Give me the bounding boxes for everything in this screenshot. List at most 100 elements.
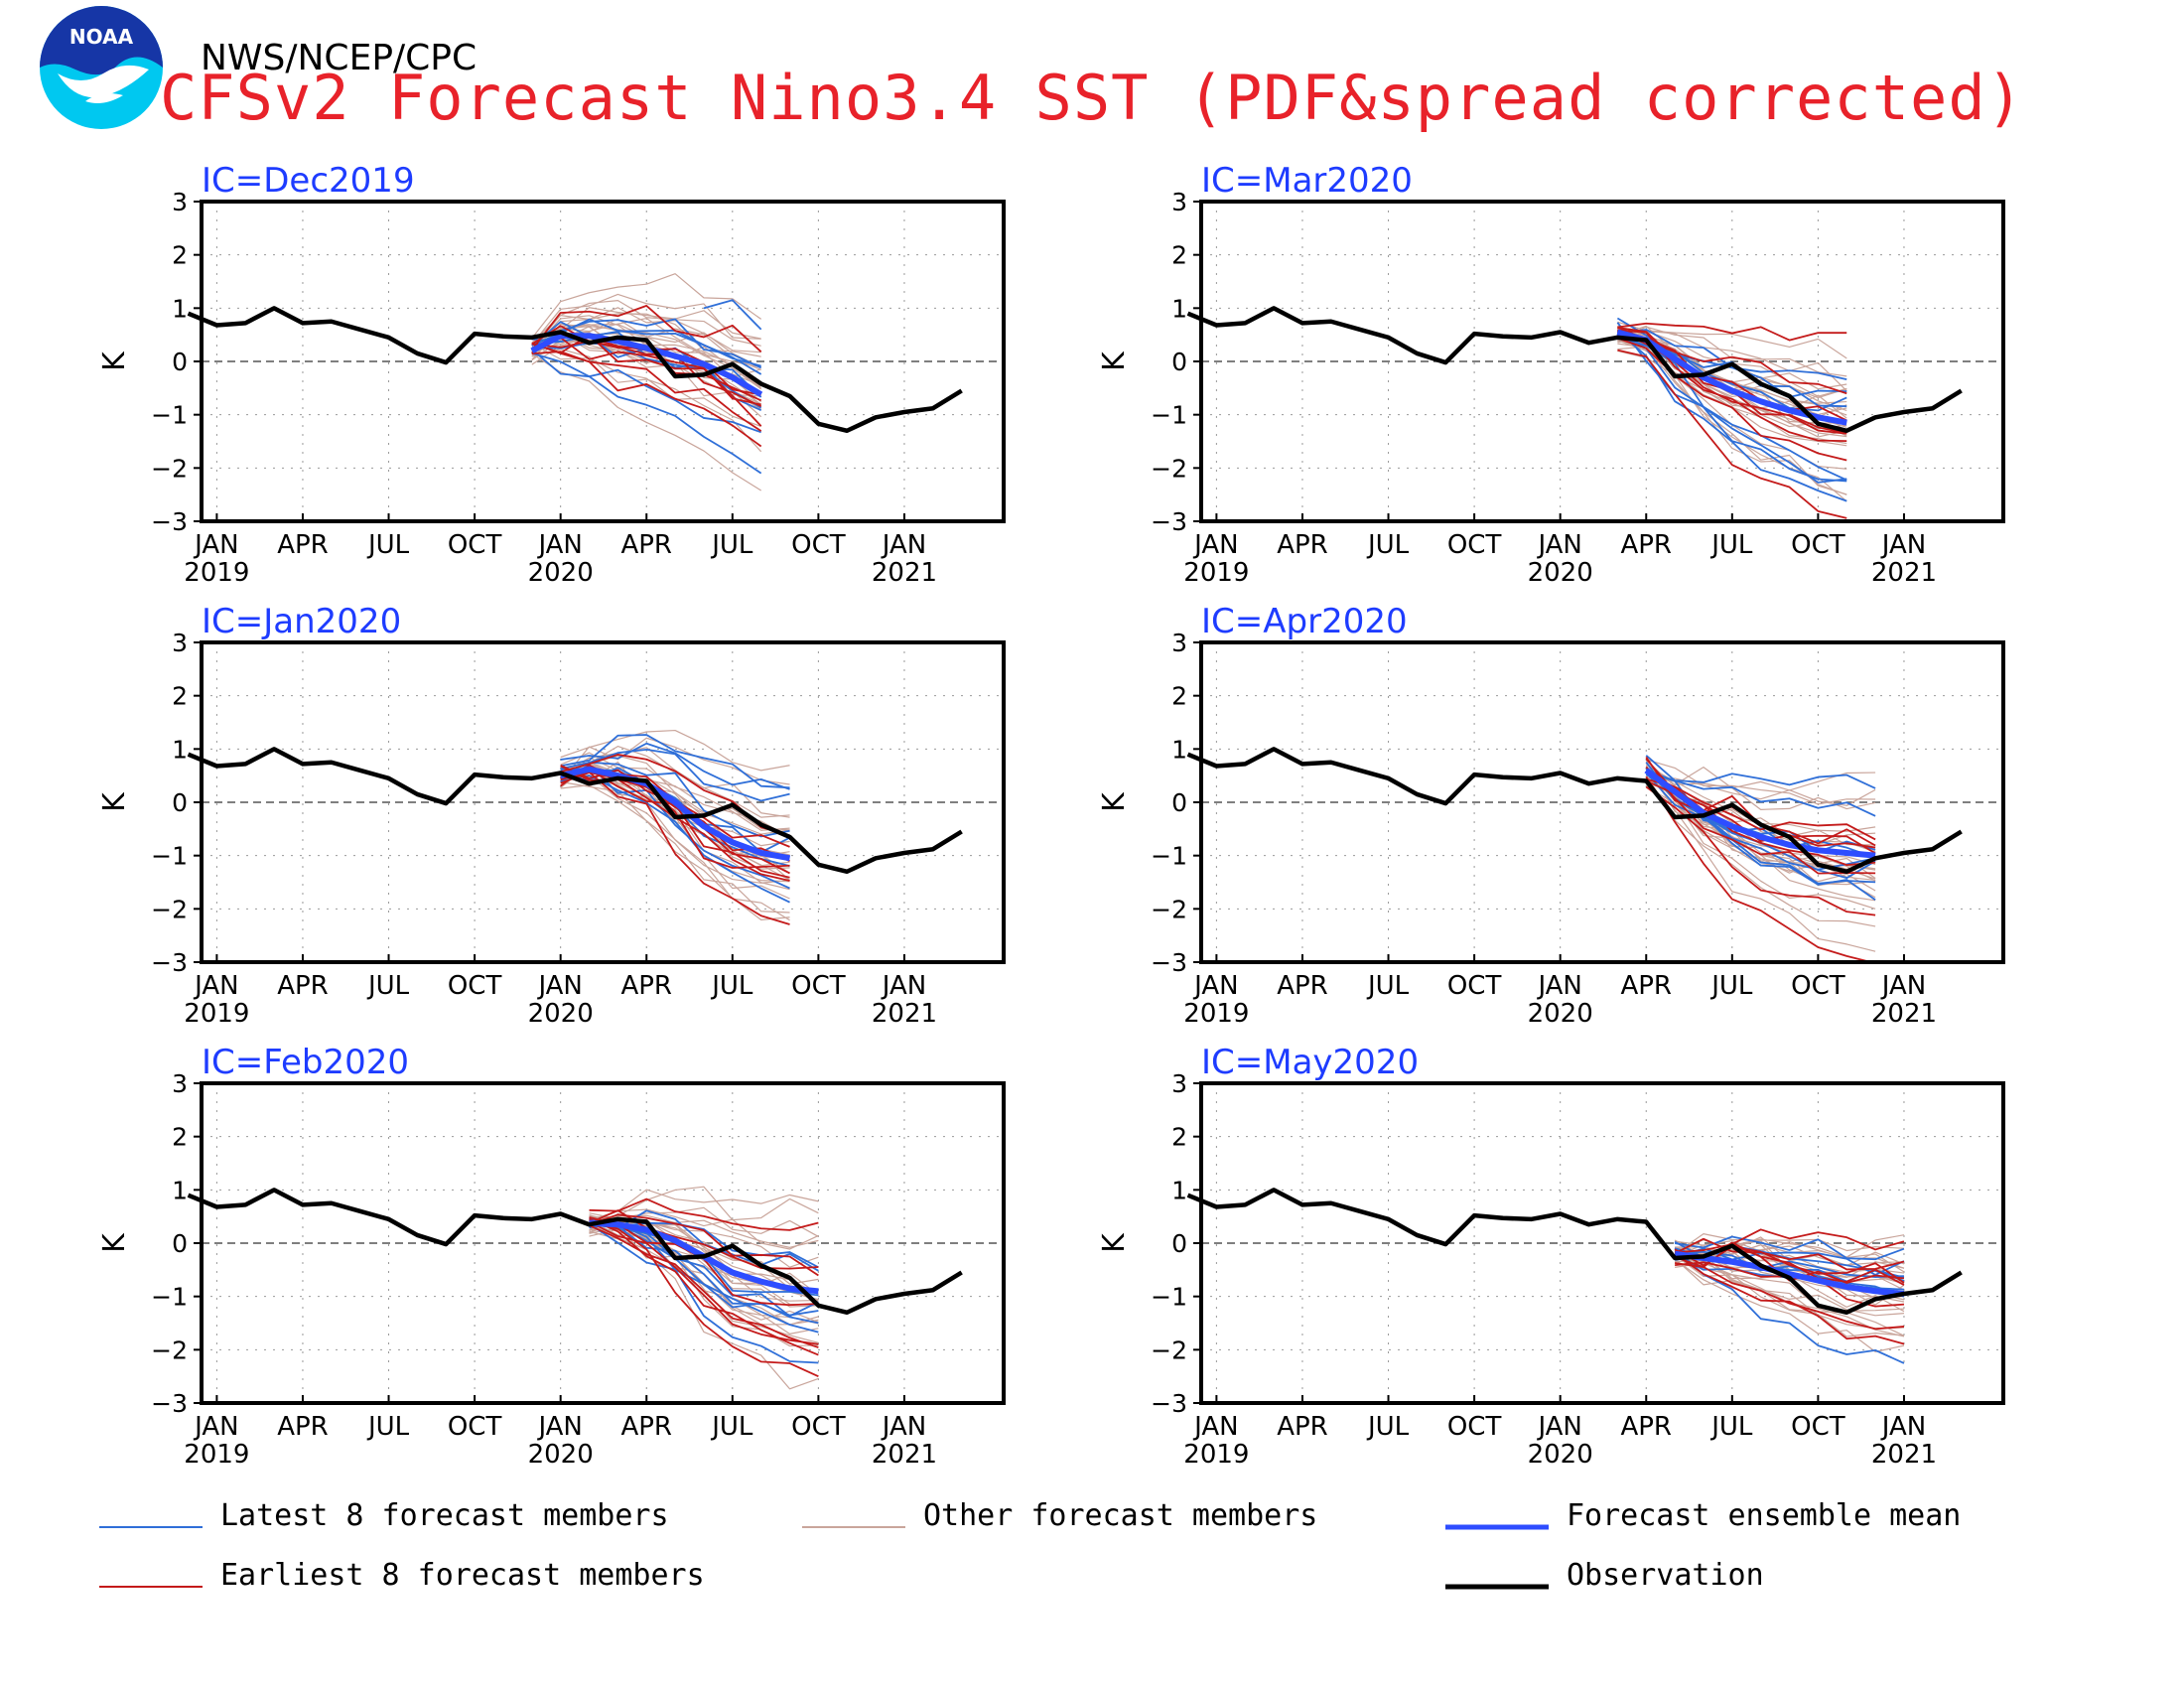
observation-line [187,306,963,434]
panel-title: IC=Feb2020 [202,1043,409,1082]
x-tick-label: APR [1620,971,1672,1001]
earliest-member-line [1617,322,1847,342]
latest-member-line [1645,755,1876,789]
x-tick-label: JUL [1709,971,1753,1001]
y-tick-label: 0 [1171,788,1187,817]
other-member-line [531,343,761,428]
x-tick-label: APR [620,530,672,560]
y-tick-label: 2 [172,241,188,270]
earliest-member-line [531,351,762,432]
y-tick-label: −3 [151,948,188,977]
earliest-member-line [560,772,790,869]
legend-item: Earliest 8 forecast members [99,1558,705,1593]
x-tick-label: APR [1277,530,1328,560]
other-member-line [1617,327,1847,392]
y-tick-label: 3 [172,629,188,657]
x-tick-year-label: 2020 [528,999,594,1029]
y-tick-label: −1 [151,842,188,871]
y-tick-label: −3 [151,1389,188,1418]
earliest-member-line [1645,775,1876,964]
x-tick-label: APR [277,1412,329,1442]
latest-member-line [1616,329,1847,483]
y-tick-label: 1 [1171,735,1187,764]
legend-item: Forecast ensemble mean [1445,1498,1961,1533]
observation-line [1186,306,1963,434]
earliest-member-line [1617,337,1847,462]
x-tick-label: OCT [1447,1412,1502,1442]
y-tick-label: 2 [172,1123,188,1152]
other-member-line [589,1189,819,1222]
y-tick-label: −2 [151,1336,188,1364]
x-tick-year-label: 2021 [872,1440,937,1470]
x-tick-year-label: 2019 [184,1440,249,1470]
x-tick-label: OCT [1447,971,1502,1001]
x-tick-year-label: 2020 [528,1440,594,1470]
latest-member-line [1645,769,1876,817]
x-tick-label: OCT [1791,530,1845,560]
other-member-line [560,764,790,881]
latest-member-line [531,318,761,367]
x-tick-label: JUL [1366,1412,1410,1442]
x-tick-label: OCT [791,1412,846,1442]
x-tick-year-label: 2020 [1528,1440,1593,1470]
x-tick-label: OCT [448,971,502,1001]
legend-label: Latest 8 forecast members [220,1498,669,1533]
other-member-line [1617,326,1847,377]
latest-member-line [560,734,790,789]
x-tick-year-label: 2020 [1528,558,1593,588]
x-tick-label: OCT [791,971,846,1001]
y-tick-label: 3 [172,188,188,216]
y-tick-label: 1 [172,735,188,764]
x-tick-label: JUL [366,530,410,560]
other-member-line [531,323,762,389]
y-axis-label: K [1097,1232,1132,1253]
earliest-member-line [589,1217,819,1356]
earliest-member-line [1617,327,1847,422]
earliest-member-line [589,1224,819,1348]
y-axis-label: K [97,1232,132,1253]
y-axis-label: K [1097,791,1132,812]
latest-member-line [560,761,790,838]
earliest-member-line [531,305,762,352]
y-tick-label: 3 [1171,1069,1187,1098]
x-tick-label: APR [1620,1412,1672,1442]
other-member-line [1645,774,1876,927]
legend-item: Observation [1445,1558,1764,1593]
y-tick-label: −3 [1151,948,1187,977]
x-tick-label: APR [620,1412,672,1442]
x-tick-label: APR [1277,1412,1328,1442]
ensemble-mean-line [1644,768,1876,859]
x-tick-label: OCT [791,530,846,560]
agency-label: NWS/NCEP/CPC [201,38,478,78]
y-tick-label: 3 [1171,629,1187,657]
other-member-line [1675,1259,1905,1317]
y-tick-label: 2 [1171,241,1187,270]
other-member-line [1646,759,1876,805]
ensemble-mean-line [1674,1250,1905,1297]
noaa-logo: NOAA [38,4,165,131]
other-member-line [531,307,761,353]
x-tick-label: JAN [1880,1412,1926,1442]
legend-item: Latest 8 forecast members [99,1498,669,1533]
x-tick-year-label: 2020 [528,558,594,588]
plot-frame [1199,1081,2005,1405]
y-tick-label: 0 [1171,1229,1187,1258]
other-member-line [1645,762,1876,910]
other-member-line [1674,1233,1904,1255]
y-tick-label: 0 [172,348,188,376]
plot-frame [1199,640,2005,964]
other-member-line [589,1208,819,1250]
y-tick-label: −3 [151,507,188,536]
latest-member-line [589,1219,819,1317]
earliest-member-line [589,1219,819,1378]
x-tick-label: JUL [710,1412,753,1442]
legend-label: Earliest 8 forecast members [220,1558,705,1593]
x-tick-label: OCT [1447,530,1502,560]
y-tick-label: −2 [1151,1336,1187,1364]
other-member-line [560,784,790,914]
x-tick-label: APR [1620,530,1672,560]
x-tick-label: JAN [1880,971,1926,1001]
